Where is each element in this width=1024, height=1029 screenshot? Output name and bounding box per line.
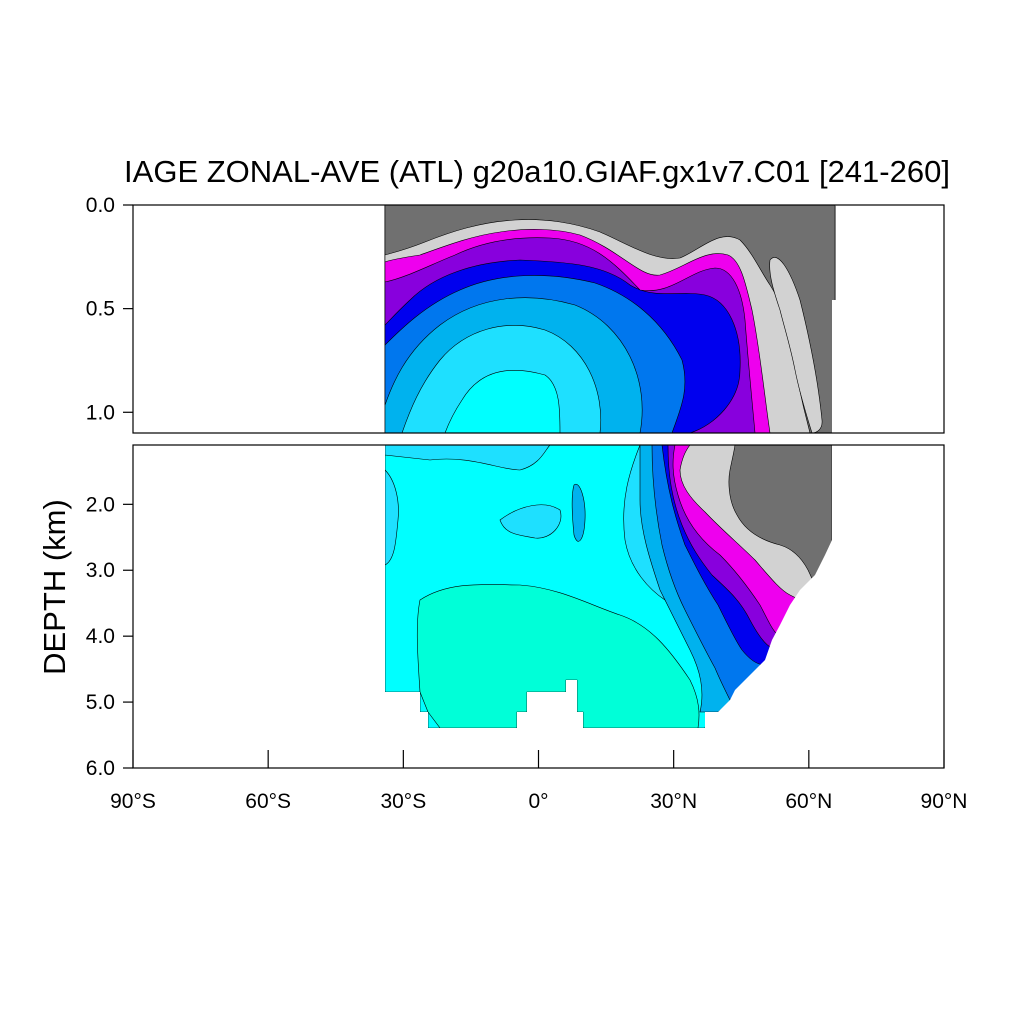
lower-contour-band-gray-dark	[728, 445, 833, 586]
y-tick-label-upper: 0.5	[86, 298, 115, 321]
upper-panel-frame	[132, 204, 945, 434]
lower-contour-band-aqua	[416, 584, 700, 729]
x-tick-label: 90°N	[921, 790, 968, 813]
y-tick-label-lower: 6.0	[86, 757, 115, 780]
x-tick-label: 60°N	[785, 790, 832, 813]
x-tick-label: 30°S	[380, 790, 426, 813]
x-tick-label: 30°N	[650, 790, 697, 813]
upper-contour-band-6	[384, 205, 836, 433]
y-tick-label-lower: 3.0	[86, 559, 115, 582]
y-tick-label-lower: 2.0	[86, 493, 115, 516]
axes-group: 90°S 60°S 30°S 0° 30°N 60°N 90°N 0.0 0.5 1.0 2.0 3.…	[86, 194, 968, 813]
lower-contour-blob-left	[384, 469, 399, 566]
lower-contour-blob-mid	[499, 504, 562, 539]
upper-panel-contours	[384, 205, 944, 433]
y-tick-label-lower: 4.0	[86, 625, 115, 648]
lower-panel-contours	[133, 445, 944, 768]
x-tick-label: 90°S	[110, 790, 156, 813]
x-tick-label: 60°S	[245, 790, 291, 813]
lower-contour-lens	[571, 483, 586, 542]
chart-title: IAGE ZONAL-AVE (ATL) g20a10.GIAF.gx1v7.C…	[124, 154, 950, 189]
y-axis-label: DEPTH (km)	[37, 499, 72, 675]
lower-missing-region	[133, 445, 944, 768]
y-tick-label-lower: 5.0	[86, 691, 115, 714]
x-tick-label: 0°	[528, 790, 548, 813]
y-tick-label-upper: 1.0	[86, 401, 115, 424]
upper-missing-region	[832, 205, 944, 433]
y-tick-label-upper: 0.0	[86, 194, 115, 217]
